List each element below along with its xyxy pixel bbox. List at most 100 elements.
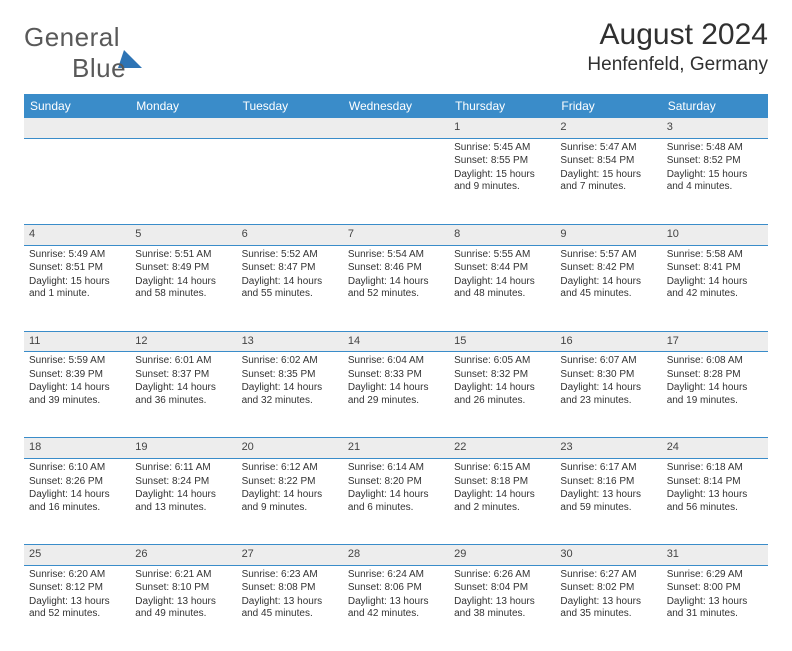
day-number-cell: 19 [130,438,236,459]
sunrise-text: Sunrise: 6:01 AM [135,355,231,368]
daylight-text: Daylight: 13 hours and 59 minutes. [560,489,656,514]
daylight-text: Daylight: 14 hours and 32 minutes. [242,382,338,407]
day-info-cell: Sunrise: 5:48 AMSunset: 8:52 PMDaylight:… [662,138,768,224]
sunset-text: Sunset: 8:42 PM [560,262,656,275]
sunrise-text: Sunrise: 5:51 AM [135,249,231,262]
day-info-cell: Sunrise: 5:45 AMSunset: 8:55 PMDaylight:… [449,138,555,224]
sunset-text: Sunset: 8:41 PM [667,262,763,275]
sunrise-text: Sunrise: 6:24 AM [348,569,444,582]
sunset-text: Sunset: 8:04 PM [454,582,550,595]
sunset-text: Sunset: 8:16 PM [560,476,656,489]
sunset-text: Sunset: 8:22 PM [242,476,338,489]
sunrise-text: Sunrise: 6:23 AM [242,569,338,582]
sunrise-text: Sunrise: 6:02 AM [242,355,338,368]
sunrise-text: Sunrise: 6:14 AM [348,462,444,475]
daylight-text: Daylight: 13 hours and 42 minutes. [348,596,444,621]
sunrise-text: Sunrise: 6:18 AM [667,462,763,475]
day-info-cell [130,138,236,224]
day-header: Sunday [24,94,130,118]
sunrise-text: Sunrise: 6:17 AM [560,462,656,475]
info-row: Sunrise: 6:10 AMSunset: 8:26 PMDaylight:… [24,459,768,545]
sunset-text: Sunset: 8:49 PM [135,262,231,275]
day-number-cell: 17 [662,331,768,352]
sunset-text: Sunset: 8:54 PM [560,155,656,168]
daylight-text: Daylight: 14 hours and 19 minutes. [667,382,763,407]
day-info-cell: Sunrise: 6:29 AMSunset: 8:00 PMDaylight:… [662,565,768,651]
sunrise-text: Sunrise: 5:57 AM [560,249,656,262]
day-number-cell: 25 [24,545,130,566]
day-number-cell: 23 [555,438,661,459]
day-number-cell: 21 [343,438,449,459]
day-number-cell: 5 [130,224,236,245]
day-number-cell: 13 [237,331,343,352]
sunset-text: Sunset: 8:44 PM [454,262,550,275]
daylight-text: Daylight: 14 hours and 52 minutes. [348,276,444,301]
daynum-row: 45678910 [24,224,768,245]
sunrise-text: Sunrise: 6:15 AM [454,462,550,475]
daylight-text: Daylight: 15 hours and 7 minutes. [560,169,656,194]
sunrise-text: Sunrise: 6:12 AM [242,462,338,475]
daylight-text: Daylight: 14 hours and 39 minutes. [29,382,125,407]
day-number-cell: 9 [555,224,661,245]
day-info-cell: Sunrise: 5:51 AMSunset: 8:49 PMDaylight:… [130,245,236,331]
day-number-cell [24,118,130,138]
day-info-cell: Sunrise: 6:23 AMSunset: 8:08 PMDaylight:… [237,565,343,651]
day-number-cell: 15 [449,331,555,352]
day-info-cell: Sunrise: 6:02 AMSunset: 8:35 PMDaylight:… [237,352,343,438]
day-info-cell: Sunrise: 5:59 AMSunset: 8:39 PMDaylight:… [24,352,130,438]
day-header: Saturday [662,94,768,118]
sunrise-text: Sunrise: 5:55 AM [454,249,550,262]
day-info-cell: Sunrise: 5:57 AMSunset: 8:42 PMDaylight:… [555,245,661,331]
day-info-cell: Sunrise: 5:52 AMSunset: 8:47 PMDaylight:… [237,245,343,331]
day-number-cell: 3 [662,118,768,138]
sunrise-text: Sunrise: 6:10 AM [29,462,125,475]
sunset-text: Sunset: 8:30 PM [560,369,656,382]
sunrise-text: Sunrise: 5:45 AM [454,142,550,155]
daylight-text: Daylight: 14 hours and 42 minutes. [667,276,763,301]
day-info-cell: Sunrise: 6:10 AMSunset: 8:26 PMDaylight:… [24,459,130,545]
sunrise-text: Sunrise: 6:29 AM [667,569,763,582]
day-info-cell: Sunrise: 6:11 AMSunset: 8:24 PMDaylight:… [130,459,236,545]
day-info-cell: Sunrise: 6:12 AMSunset: 8:22 PMDaylight:… [237,459,343,545]
day-info-cell: Sunrise: 6:08 AMSunset: 8:28 PMDaylight:… [662,352,768,438]
daynum-row: 123 [24,118,768,138]
daylight-text: Daylight: 13 hours and 56 minutes. [667,489,763,514]
day-number-cell: 31 [662,545,768,566]
sunrise-text: Sunrise: 5:52 AM [242,249,338,262]
day-number-cell: 4 [24,224,130,245]
day-header: Friday [555,94,661,118]
daylight-text: Daylight: 15 hours and 1 minute. [29,276,125,301]
info-row: Sunrise: 5:49 AMSunset: 8:51 PMDaylight:… [24,245,768,331]
day-info-cell: Sunrise: 6:14 AMSunset: 8:20 PMDaylight:… [343,459,449,545]
sunset-text: Sunset: 8:28 PM [667,369,763,382]
day-header: Monday [130,94,236,118]
day-number-cell: 20 [237,438,343,459]
sunset-text: Sunset: 8:47 PM [242,262,338,275]
sunset-text: Sunset: 8:14 PM [667,476,763,489]
brand-line1: General [24,22,120,52]
day-number-cell: 27 [237,545,343,566]
daylight-text: Daylight: 15 hours and 9 minutes. [454,169,550,194]
day-info-cell: Sunrise: 6:21 AMSunset: 8:10 PMDaylight:… [130,565,236,651]
day-info-cell: Sunrise: 6:15 AMSunset: 8:18 PMDaylight:… [449,459,555,545]
day-number-cell: 28 [343,545,449,566]
sunset-text: Sunset: 8:02 PM [560,582,656,595]
daylight-text: Daylight: 14 hours and 9 minutes. [242,489,338,514]
day-number-cell: 8 [449,224,555,245]
daylight-text: Daylight: 14 hours and 26 minutes. [454,382,550,407]
sunset-text: Sunset: 8:32 PM [454,369,550,382]
daylight-text: Daylight: 13 hours and 45 minutes. [242,596,338,621]
daylight-text: Daylight: 13 hours and 49 minutes. [135,596,231,621]
day-header-row: SundayMondayTuesdayWednesdayThursdayFrid… [24,94,768,118]
daylight-text: Daylight: 14 hours and 58 minutes. [135,276,231,301]
daylight-text: Daylight: 14 hours and 36 minutes. [135,382,231,407]
day-info-cell: Sunrise: 5:54 AMSunset: 8:46 PMDaylight:… [343,245,449,331]
sunset-text: Sunset: 8:24 PM [135,476,231,489]
sunset-text: Sunset: 8:00 PM [667,582,763,595]
day-info-cell: Sunrise: 5:49 AMSunset: 8:51 PMDaylight:… [24,245,130,331]
day-info-cell [343,138,449,224]
day-header: Thursday [449,94,555,118]
sunset-text: Sunset: 8:18 PM [454,476,550,489]
sunset-text: Sunset: 8:51 PM [29,262,125,275]
sunset-text: Sunset: 8:12 PM [29,582,125,595]
